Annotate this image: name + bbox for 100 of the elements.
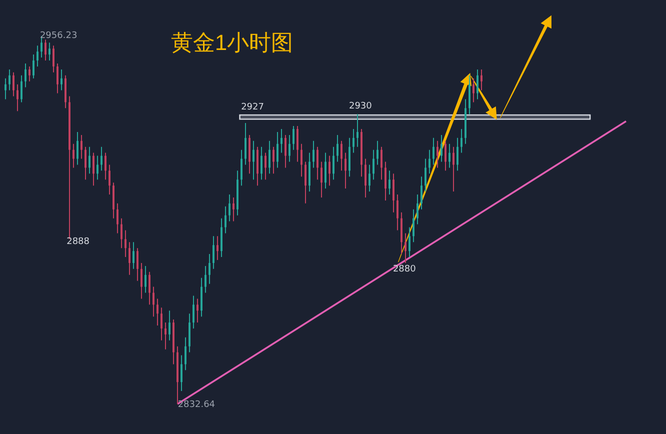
candlestick [192,295,194,329]
candlestick [476,68,478,100]
candlestick [448,143,450,168]
candlestick [376,140,378,166]
candlestick [144,265,146,294]
candlestick [44,39,46,62]
candlestick [64,74,66,109]
candlestick [104,152,106,180]
candlestick [56,62,58,94]
candlestick [32,54,34,79]
candlestick [204,265,206,294]
candlestick [304,161,306,204]
candlestick [140,262,142,300]
candlestick [392,173,394,213]
candlestick [400,212,402,255]
candlestick [8,68,10,91]
candlestick [168,310,170,341]
candlestick [284,134,286,168]
candlestick [412,208,414,243]
candlestick [112,182,114,219]
annotation: 2927 [241,102,264,112]
candlestick [232,196,234,222]
candlestick [124,230,126,258]
annotation: 2956.23 [40,30,78,41]
candlestick [352,128,354,154]
candlestick [372,149,374,180]
candlestick [196,298,198,324]
candlestick [220,218,222,258]
candlestick [364,158,366,198]
candlestick [264,152,266,180]
candlestick [224,206,226,234]
candlestick [368,164,370,192]
candlestick [272,146,274,174]
annotation: 2880 [392,264,416,275]
candlestick [120,218,122,249]
candlestick [404,232,406,264]
candlestick [384,161,386,201]
candlestick [408,226,410,258]
candlestick [84,146,86,180]
candlestick [156,298,158,326]
candlestick [288,134,290,162]
candlestick [212,236,214,270]
candlestick [424,158,426,192]
annotation: 2930 [348,102,372,112]
candlestick [180,354,182,392]
candlestick [420,176,422,210]
candlestick [300,143,302,178]
candlestick [152,286,154,318]
candlestick [280,128,282,154]
candlestick [80,134,82,160]
candlestick [248,134,250,174]
candlestick [356,114,358,148]
candlestick [276,131,278,168]
candlestick [480,68,482,91]
candlestick [396,194,398,231]
candlestick [388,170,390,195]
candlestick [252,140,254,180]
candlestick [256,146,258,186]
candlestick [36,45,38,67]
candlestick [136,248,138,282]
candlestick [96,155,98,180]
candlestick [340,140,342,172]
candlestick [28,66,30,82]
candlestick [452,146,454,192]
candlestick [100,146,102,172]
candlestick [336,134,338,162]
candlestick [468,74,470,115]
candlestick [244,122,246,166]
candlestick [76,131,78,166]
candlestick [24,62,26,88]
candlestick [72,143,74,168]
candlestick [108,164,110,195]
candlestick [164,322,166,350]
candlestick [40,36,42,58]
candlestick [472,78,474,103]
annotation: 2832.64 [178,400,216,410]
candlestick [440,134,442,162]
candlestick [292,126,294,150]
candlestick [228,194,230,222]
candlestick [268,140,270,174]
candlestick [428,149,430,174]
candlestick [436,140,438,168]
candlestick [52,45,54,73]
candlestick [88,146,90,174]
candlestick [316,146,318,180]
candlestick [344,152,346,190]
candlestick [328,155,330,186]
candlestick [332,146,334,180]
candlestick [12,72,14,97]
candlestick [216,236,218,261]
candlestick [380,146,382,180]
candlestick [416,194,418,225]
candlestick [184,336,186,371]
candlestick [444,140,446,172]
candlestick [188,313,190,353]
candlestick [324,152,326,190]
candlestick [16,84,18,112]
candlestick [312,140,314,168]
candlestick [20,74,22,103]
candlestick [240,149,242,186]
